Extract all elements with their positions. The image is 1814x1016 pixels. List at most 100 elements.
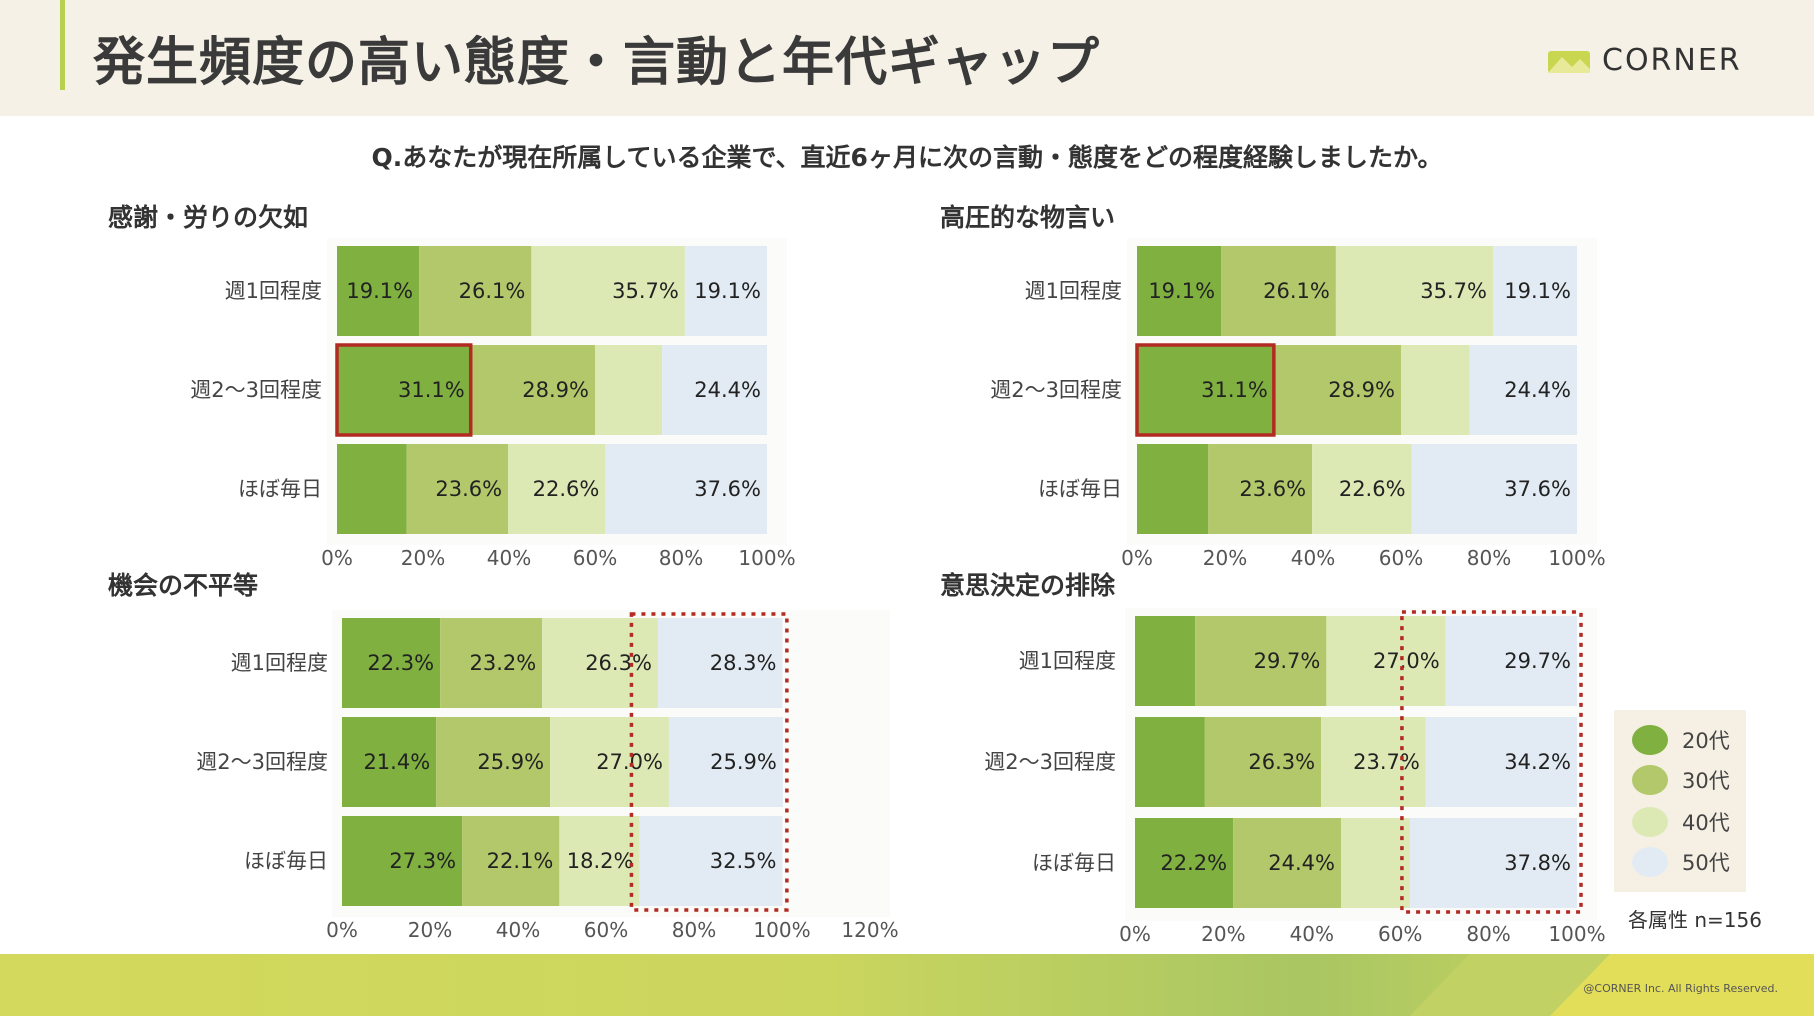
bar-segment	[337, 444, 407, 534]
data-label: 37.6%	[694, 477, 761, 501]
data-label: 28.9%	[522, 378, 589, 402]
tick-label: 40%	[1291, 546, 1335, 570]
legend-label: 20代	[1682, 729, 1730, 753]
legend-swatch-40s	[1632, 807, 1668, 837]
data-label: 37.6%	[1504, 477, 1571, 501]
data-label: 34.2%	[1504, 750, 1571, 774]
data-label: 19.1%	[1148, 279, 1215, 303]
category-label: 週2〜3回程度	[990, 378, 1122, 402]
category-label: ほぼ毎日	[1032, 851, 1116, 875]
highlight-box	[1135, 343, 1276, 437]
bar-segment	[550, 717, 669, 807]
tick-label: 40%	[487, 546, 531, 570]
legend-swatch-30s	[1632, 765, 1668, 795]
bar-segment	[1401, 345, 1470, 435]
tick-label: 0%	[321, 546, 353, 570]
data-label: 24.4%	[694, 378, 761, 402]
data-label: 35.7%	[1420, 279, 1487, 303]
bar-segment	[1409, 818, 1577, 908]
bar-segment	[1137, 444, 1209, 534]
bar-segment	[1233, 818, 1341, 908]
bar-segment	[436, 717, 551, 807]
data-label: 22.6%	[533, 477, 600, 501]
category-label: 週1回程度	[225, 279, 322, 303]
bar-segment	[1135, 818, 1234, 908]
bar-segment	[1312, 444, 1412, 534]
data-label: 26.1%	[1263, 279, 1330, 303]
legend-item: 40代	[1632, 806, 1730, 838]
tick-label: 60%	[573, 546, 617, 570]
data-label: 19.1%	[346, 279, 413, 303]
bar-segment	[1425, 717, 1577, 807]
bar-segment	[1195, 616, 1327, 706]
data-label: 27.0%	[596, 750, 663, 774]
page-title: 発生頻度の高い態度・言動と年代ギャップ	[93, 33, 1101, 93]
data-label: 26.1%	[459, 279, 526, 303]
data-label: 35.7%	[612, 279, 679, 303]
bar-segment	[342, 717, 437, 807]
data-label: 27.3%	[389, 849, 456, 873]
footer-decoration	[1410, 954, 1814, 1016]
header-accent-bar	[60, 0, 65, 90]
category-label: 週1回程度	[1019, 649, 1116, 673]
legend-item: 50代	[1632, 846, 1730, 878]
bar-segment	[1208, 444, 1313, 534]
data-label: 28.3%	[710, 651, 777, 675]
legend-item: 30代	[1632, 764, 1730, 796]
tick-label: 40%	[496, 918, 540, 942]
bar-segment	[337, 345, 471, 435]
data-label: 24.4%	[1268, 851, 1335, 875]
tick-label: 20%	[1203, 546, 1247, 570]
bar-segment	[1273, 345, 1401, 435]
legend-label: 30代	[1682, 769, 1730, 793]
legend: 20代 30代 40代 50代	[1614, 710, 1746, 892]
data-label: 27.0%	[1373, 649, 1440, 673]
bar-segment	[1135, 717, 1205, 807]
category-label: 週2〜3回程度	[190, 378, 322, 402]
legend-item: 20代	[1632, 724, 1730, 756]
bar-segment	[639, 816, 783, 906]
bar-segment	[440, 618, 543, 708]
data-label: 37.8%	[1504, 851, 1571, 875]
legend-swatch-20s	[1632, 725, 1668, 755]
legend-swatch-50s	[1632, 847, 1668, 877]
legend-label: 50代	[1682, 851, 1730, 875]
data-label: 32.5%	[710, 849, 777, 873]
highlight-dotted-box	[629, 612, 789, 912]
sample-size-note: 各属性 n=156	[1628, 908, 1762, 932]
data-label: 26.3%	[1248, 750, 1315, 774]
data-label: 26.3%	[585, 651, 652, 675]
bar-segment	[1204, 717, 1322, 807]
panel-title: 感謝・労りの欠如	[108, 203, 308, 232]
tick-label: 100%	[1548, 546, 1605, 570]
highlight-box	[335, 343, 473, 437]
data-label: 23.2%	[469, 651, 536, 675]
category-label: 週1回程度	[231, 651, 328, 675]
bar-segment	[1340, 818, 1410, 908]
data-label: 24.4%	[1504, 378, 1571, 402]
bar-segment	[1411, 444, 1577, 534]
bar-segment	[542, 618, 658, 708]
tick-label: 80%	[1467, 546, 1511, 570]
bar-segment	[470, 345, 595, 435]
corner-logo-icon	[1548, 51, 1590, 73]
bar-segment	[1221, 246, 1336, 336]
logo: CORNER	[1548, 40, 1742, 80]
logo-text: CORNER	[1602, 42, 1742, 78]
data-label: 23.7%	[1353, 750, 1420, 774]
data-label: 19.1%	[694, 279, 761, 303]
category-label: 週1回程度	[1025, 279, 1122, 303]
tick-label: 40%	[1290, 922, 1334, 946]
data-label: 23.6%	[435, 477, 502, 501]
data-label: 28.9%	[1328, 378, 1395, 402]
data-label: 22.3%	[367, 651, 434, 675]
tick-label: 100%	[753, 918, 810, 942]
bar-segment	[1137, 345, 1274, 435]
category-label: ほぼ毎日	[238, 477, 322, 501]
bar-segment	[1135, 616, 1196, 706]
tick-label: 60%	[1378, 922, 1422, 946]
bar-segment	[559, 816, 640, 906]
legend-label: 40代	[1682, 811, 1730, 835]
